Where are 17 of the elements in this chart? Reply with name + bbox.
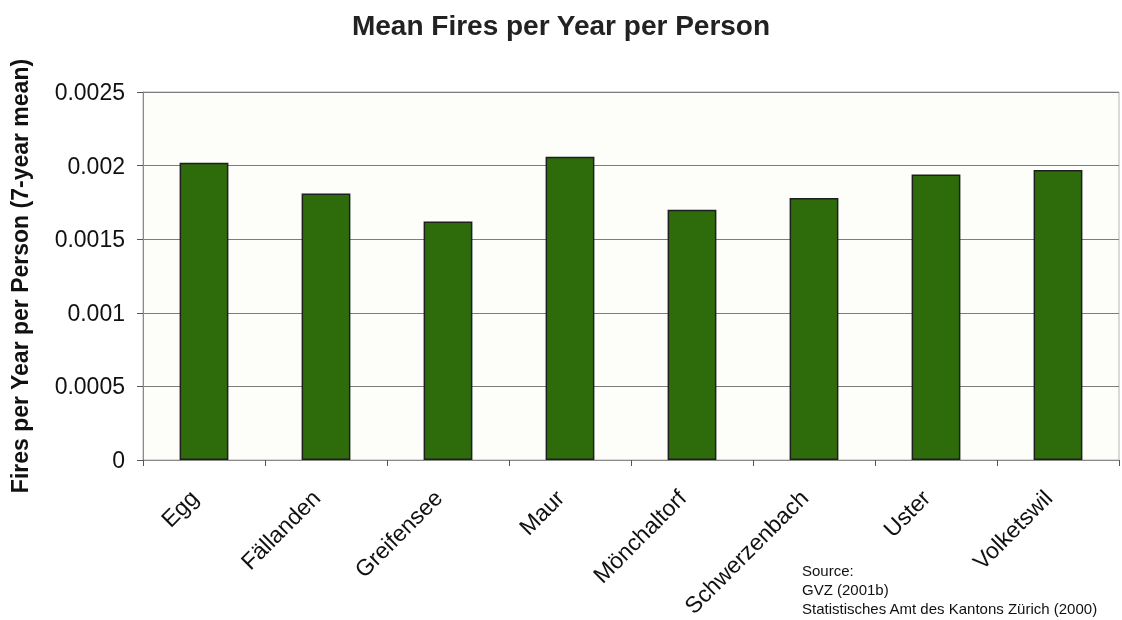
y-tick-label: 0 <box>112 447 125 473</box>
y-tick-label: 0.002 <box>67 152 125 179</box>
bar <box>911 174 961 460</box>
y-tick-label: 0.0015 <box>54 226 125 253</box>
x-tick-label: Egg <box>155 484 204 533</box>
chart-title: Mean Fires per Year per Person <box>351 9 771 41</box>
bar <box>789 197 839 460</box>
bar <box>179 162 229 460</box>
bar <box>545 156 595 460</box>
y-tick-label: 0.001 <box>67 299 125 326</box>
bar <box>301 193 351 460</box>
bar <box>667 209 717 460</box>
bar <box>1033 170 1083 460</box>
y-tick-label: 0.0025 <box>54 79 125 105</box>
y-tick-label: 0.0005 <box>54 373 125 400</box>
y-axis-title: Fires per Year per Person (7-year mean) <box>6 58 33 494</box>
bar <box>423 221 473 460</box>
